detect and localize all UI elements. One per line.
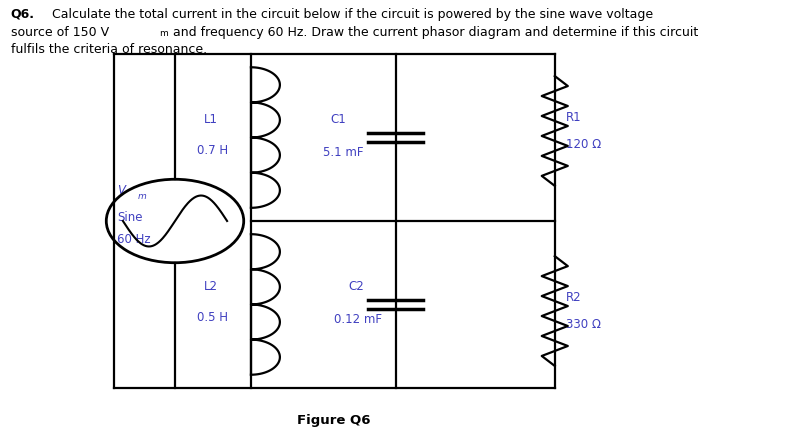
Text: Q6.: Q6.	[11, 8, 35, 21]
Text: m: m	[138, 192, 146, 201]
Text: 60 Hz: 60 Hz	[117, 233, 151, 246]
Text: C1: C1	[331, 114, 346, 126]
Text: 0.5 H: 0.5 H	[197, 311, 227, 324]
Text: 120 Ω: 120 Ω	[566, 137, 601, 151]
Text: 5.1 mF: 5.1 mF	[323, 146, 364, 160]
Text: V: V	[117, 184, 125, 197]
Text: R1: R1	[566, 111, 582, 124]
Text: m: m	[159, 29, 168, 38]
Text: Sine: Sine	[117, 211, 142, 224]
Text: and frequency 60 Hz. Draw the current phasor diagram and determine if this circu: and frequency 60 Hz. Draw the current ph…	[169, 26, 699, 38]
Text: L1: L1	[204, 114, 218, 126]
Text: Figure Q6: Figure Q6	[297, 414, 371, 427]
Text: source of 150 V: source of 150 V	[11, 26, 109, 38]
Text: 0.12 mF: 0.12 mF	[334, 313, 382, 326]
Text: 330 Ω: 330 Ω	[566, 318, 600, 331]
Text: fulfils the criteria of resonance.: fulfils the criteria of resonance.	[11, 43, 207, 56]
Text: 0.7 H: 0.7 H	[197, 144, 227, 157]
Text: L2: L2	[204, 280, 218, 293]
Text: R2: R2	[566, 291, 582, 305]
Text: Calculate the total current in the circuit below if the circuit is powered by th: Calculate the total current in the circu…	[49, 8, 653, 21]
Text: C2: C2	[349, 280, 364, 293]
